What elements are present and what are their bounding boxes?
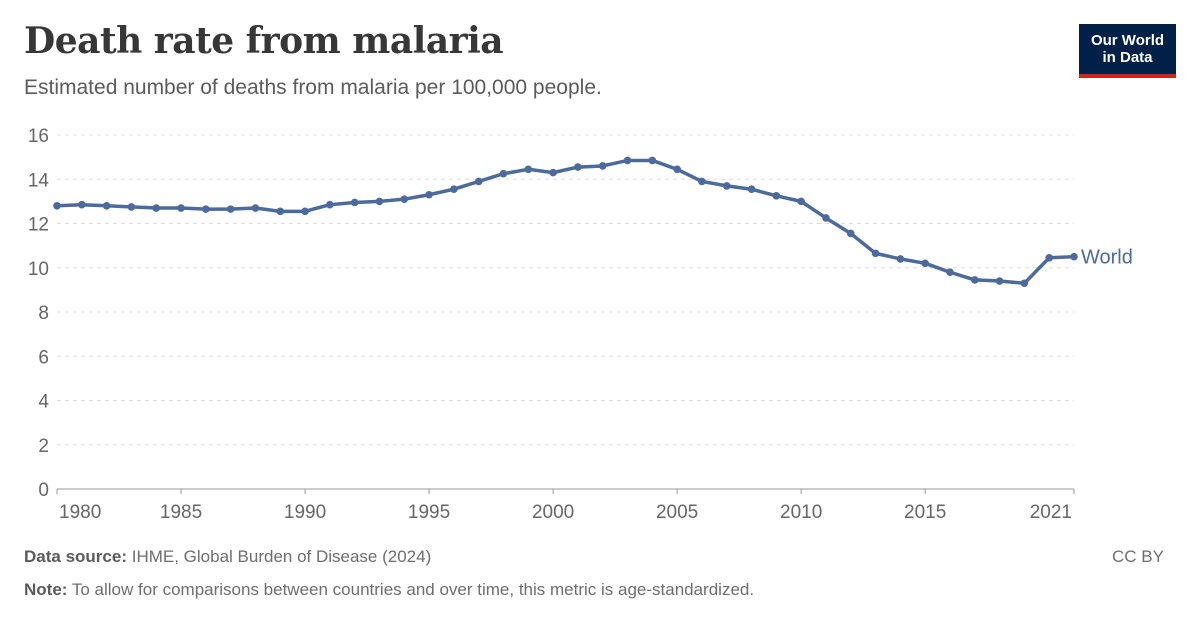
data-point (722, 182, 731, 190)
data-point (524, 165, 533, 174)
data-point (1020, 279, 1029, 288)
data-point (698, 177, 706, 186)
data-point (846, 229, 855, 238)
data-point (946, 268, 954, 276)
data-point (102, 202, 111, 210)
x-tick-label: 1985 (160, 502, 202, 523)
chart-subtitle: Estimated number of deaths from malaria … (24, 76, 602, 99)
data-point (1045, 253, 1053, 262)
data-point (251, 204, 260, 212)
data-point (822, 214, 830, 222)
data-point (871, 249, 880, 258)
data-point (896, 255, 905, 263)
data-point (350, 198, 359, 207)
data-point (450, 185, 458, 194)
data-point (797, 197, 805, 206)
data-point (772, 192, 781, 200)
data-point (202, 205, 210, 213)
data-point (499, 169, 508, 178)
data-point (623, 156, 632, 165)
data-point (400, 195, 409, 203)
owid-logo[interactable]: Our World in Data (1079, 24, 1176, 78)
chart-title: Death rate from malaria (24, 20, 504, 62)
data-point (425, 190, 433, 199)
data-point (152, 204, 161, 212)
x-tick-label: 1995 (408, 502, 450, 523)
y-tick-label: 0 (38, 480, 49, 501)
data-point (177, 204, 185, 212)
y-tick-label: 4 (38, 392, 49, 413)
license-link[interactable]: CC BY (1112, 547, 1164, 566)
x-tick-label: 2000 (532, 502, 574, 523)
y-tick-label: 14 (28, 170, 50, 191)
y-tick-label: 12 (28, 215, 49, 236)
x-tick-label: 2005 (656, 502, 698, 523)
x-tick-label: 2010 (780, 502, 822, 523)
x-tick-label: 2015 (904, 502, 946, 523)
data-point (375, 197, 384, 206)
logo-line-2: in Data (1102, 49, 1153, 66)
data-point (78, 200, 86, 209)
series-line-world (55, 158, 1076, 285)
logo-line-1: Our World (1090, 32, 1165, 49)
data-point (970, 276, 979, 284)
data-point (326, 200, 334, 209)
note-text: To allow for comparisons between countri… (71, 580, 755, 599)
data-point (574, 163, 582, 171)
data-point (598, 162, 607, 170)
y-tick-label: 2 (38, 436, 49, 457)
data-point (995, 277, 1004, 285)
data-point (747, 185, 756, 194)
data-point (921, 259, 929, 268)
x-tick-label: 1990 (284, 502, 326, 523)
y-tick-label: 6 (38, 347, 49, 368)
series-label-world: World (1081, 247, 1133, 269)
data-point (301, 207, 309, 216)
y-tick-label: 16 (28, 126, 49, 147)
data-source-text: IHME, Global Burden of Disease (2024) (131, 547, 432, 566)
data-point (127, 203, 136, 211)
data-point (673, 165, 681, 174)
data-source: Data source: IHME, Global Burden of Dise… (24, 547, 431, 567)
note-label: Note: (24, 580, 68, 599)
y-tick-label: 8 (38, 303, 49, 324)
data-point (276, 207, 285, 216)
data-point (53, 202, 61, 210)
data-point (474, 177, 483, 186)
x-tick-label: 2021 (1030, 502, 1072, 523)
data-point (549, 168, 557, 177)
x-tick-label: 1980 (59, 502, 101, 523)
data-source-label: Data source: (24, 547, 127, 566)
data-point (648, 156, 657, 165)
data-point (1070, 252, 1078, 261)
y-tick-label: 10 (28, 259, 49, 280)
chart-note: Note: To allow for comparisons between c… (24, 580, 754, 600)
data-point (226, 205, 235, 213)
